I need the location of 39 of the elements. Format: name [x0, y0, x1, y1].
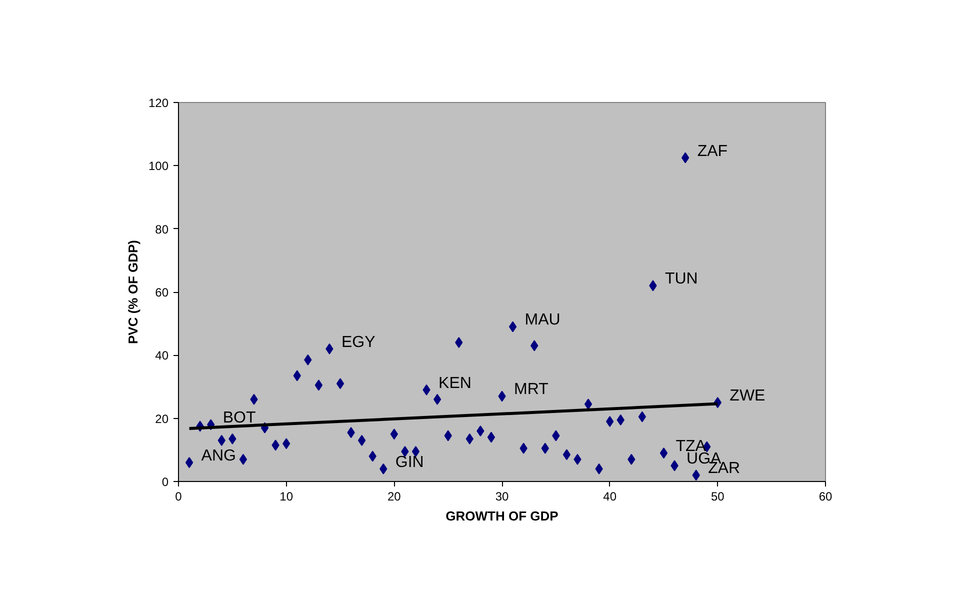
point	[562, 449, 571, 460]
point	[660, 448, 668, 459]
y-tick-label: 20	[155, 412, 169, 426]
point	[638, 411, 646, 422]
x-tick-label: 0	[175, 490, 182, 504]
annotation: EGY	[341, 334, 376, 351]
annotation: ANG	[201, 448, 236, 465]
x-tick-label: 10	[280, 490, 294, 504]
x-tick-label: 30	[495, 490, 509, 504]
annotation: ZWE	[730, 388, 766, 405]
annotation: MAU	[524, 312, 560, 329]
annotation: ZAF	[697, 142, 728, 160]
point	[487, 432, 496, 443]
y-axis-title: PVC (% OF GDP)	[125, 240, 140, 344]
x-tick-label: 40	[603, 490, 617, 504]
point	[358, 434, 366, 446]
point	[239, 454, 248, 465]
point	[508, 321, 517, 332]
x-tick-label: 20	[387, 490, 402, 504]
y-tick-label: 120	[148, 96, 169, 110]
y-tick-label: 100	[148, 159, 169, 174]
x-tick-label: 50	[710, 490, 725, 504]
point	[314, 380, 323, 391]
point	[681, 152, 690, 164]
point	[433, 394, 442, 405]
y-tick-label: 60	[155, 286, 169, 300]
point	[336, 378, 344, 390]
x-tick-label: 60	[818, 490, 832, 504]
y-tick-label: 80	[155, 222, 169, 236]
annotation: TUN	[664, 270, 698, 288]
annotation: MRT	[514, 381, 549, 398]
annotation: KEN	[438, 374, 472, 392]
y-tick-label: 40	[155, 348, 169, 363]
annotation: BOT	[222, 410, 256, 427]
point	[185, 457, 194, 468]
x-axis-title: GROWTH OF GDP	[446, 508, 559, 524]
y-tick-label: 0	[162, 475, 169, 489]
annotation: GIN	[395, 454, 424, 471]
point	[584, 398, 592, 410]
